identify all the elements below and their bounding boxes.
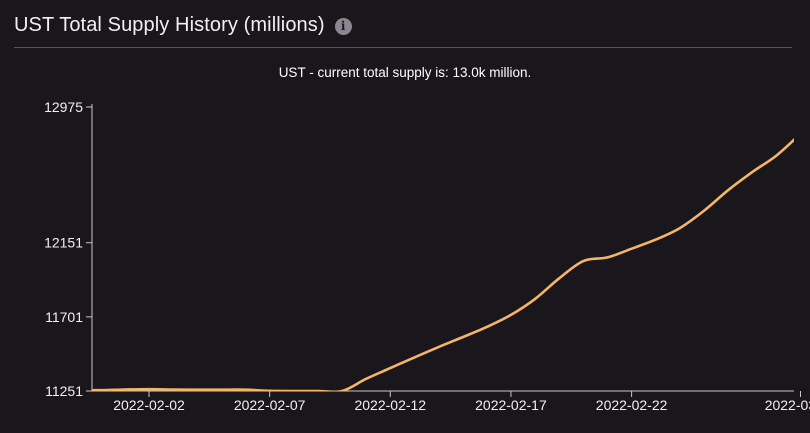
chart-header: UST Total Supply History (millions) i: [14, 10, 352, 40]
x-tick-label: 2022-02-12: [354, 397, 426, 413]
data-point: [702, 209, 706, 213]
data-point: [678, 226, 682, 230]
data-point: [340, 389, 344, 393]
supply-series-line: [92, 138, 794, 391]
data-point: [509, 313, 513, 317]
data-point: [412, 355, 416, 359]
x-tick-label: 2022-02-02: [113, 397, 185, 413]
x-tick-label: 2022-02-07: [234, 397, 306, 413]
data-point: [99, 388, 103, 392]
data-point: [437, 345, 441, 349]
data-point: [364, 377, 368, 381]
data-point: [750, 170, 754, 174]
chart-title: UST Total Supply History (millions): [14, 13, 325, 36]
x-tick-label: 2022-02-22: [596, 397, 668, 413]
header-divider: [14, 47, 792, 48]
data-point: [581, 259, 585, 263]
y-tick-label: 11701: [45, 309, 83, 325]
data-point: [605, 255, 609, 259]
data-point: [774, 154, 778, 158]
data-point: [388, 366, 392, 370]
series-layer: [92, 132, 803, 393]
supply-summary: UST - current total supply is: 13.0k mil…: [278, 65, 532, 80]
data-point: [147, 387, 151, 391]
data-point: [461, 335, 465, 339]
y-tick-label: 12151: [44, 235, 83, 251]
data-point: [799, 132, 803, 136]
x-tick-label: 2022-02-17: [475, 397, 547, 413]
data-point: [292, 389, 296, 393]
data-point: [123, 388, 127, 392]
x-axis-ticks: 2022-02-02 2022-02-07 2022-02-12 2022-02-17…: [113, 391, 810, 413]
data-point: [726, 188, 730, 192]
info-icon[interactable]: i: [334, 18, 352, 35]
y-tick-label: 11251: [45, 383, 83, 399]
y-axis-ticks: 11251 11701 12151 12975: [44, 99, 92, 399]
x-tick-label: 2022-03-01: [765, 397, 810, 413]
data-point: [630, 247, 634, 251]
data-point: [557, 276, 561, 280]
data-point: [171, 388, 175, 392]
chart-axes: [91, 104, 794, 392]
data-point: [485, 325, 489, 329]
y-tick-label: 12975: [44, 99, 83, 115]
data-point: [533, 297, 537, 301]
data-point: [316, 389, 320, 393]
data-point: [654, 238, 658, 242]
